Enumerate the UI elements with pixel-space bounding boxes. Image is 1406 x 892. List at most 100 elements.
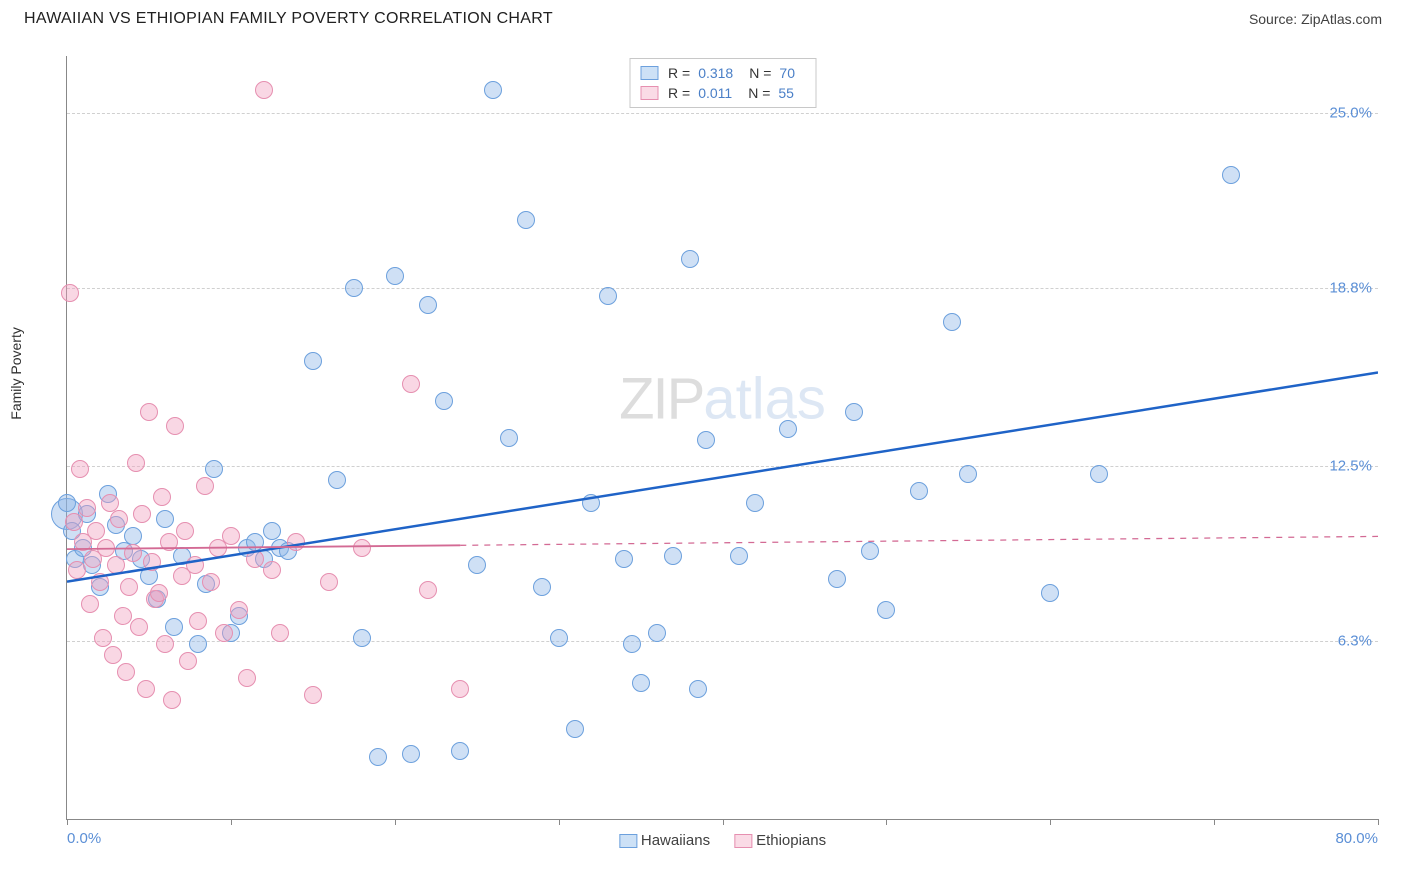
scatter-point xyxy=(435,392,453,410)
n-value: 55 xyxy=(778,85,794,101)
scatter-point xyxy=(959,465,977,483)
scatter-point xyxy=(419,581,437,599)
legend-label: Ethiopians xyxy=(756,832,826,849)
scatter-point xyxy=(1041,584,1059,602)
scatter-point xyxy=(689,680,707,698)
scatter-point xyxy=(166,417,184,435)
x-tick xyxy=(67,819,68,825)
scatter-point xyxy=(94,629,112,647)
y-tick-label: 12.5% xyxy=(1329,457,1372,474)
scatter-point xyxy=(91,573,109,591)
gridline xyxy=(67,641,1378,642)
scatter-point xyxy=(304,686,322,704)
scatter-point xyxy=(386,267,404,285)
scatter-point xyxy=(163,691,181,709)
scatter-point xyxy=(943,313,961,331)
scatter-point xyxy=(140,403,158,421)
scatter-point xyxy=(61,284,79,302)
legend-item: Ethiopians xyxy=(734,832,826,849)
scatter-point xyxy=(130,618,148,636)
scatter-point xyxy=(615,550,633,568)
scatter-point xyxy=(353,539,371,557)
scatter-point xyxy=(730,547,748,565)
scatter-point xyxy=(215,624,233,642)
scatter-point xyxy=(165,618,183,636)
scatter-point xyxy=(176,522,194,540)
scatter-point xyxy=(517,211,535,229)
legend-item: Hawaiians xyxy=(619,832,710,849)
scatter-point xyxy=(402,375,420,393)
scatter-point xyxy=(189,635,207,653)
x-tick xyxy=(1214,819,1215,825)
gridline xyxy=(67,466,1378,467)
scatter-point xyxy=(353,629,371,647)
scatter-point xyxy=(238,669,256,687)
r-value: 0.318 xyxy=(698,65,733,81)
watermark-part1: ZIP xyxy=(619,367,703,432)
scatter-point xyxy=(179,652,197,670)
scatter-point xyxy=(484,81,502,99)
scatter-point xyxy=(107,556,125,574)
scatter-point xyxy=(196,477,214,495)
legend-stats-row: R =0.318N =70 xyxy=(640,63,805,83)
scatter-point xyxy=(68,561,86,579)
x-tick xyxy=(559,819,560,825)
scatter-point xyxy=(263,522,281,540)
x-tick xyxy=(1378,819,1379,825)
scatter-point xyxy=(451,680,469,698)
scatter-point xyxy=(202,573,220,591)
scatter-point xyxy=(697,431,715,449)
scatter-point xyxy=(500,429,518,447)
scatter-point xyxy=(263,561,281,579)
scatter-point xyxy=(623,635,641,653)
scatter-point xyxy=(468,556,486,574)
scatter-point xyxy=(328,471,346,489)
chart-title: HAWAIIAN VS ETHIOPIAN FAMILY POVERTY COR… xyxy=(24,10,553,28)
scatter-point xyxy=(104,646,122,664)
x-tick xyxy=(395,819,396,825)
scatter-point xyxy=(124,527,142,545)
scatter-point xyxy=(271,624,289,642)
n-value: 70 xyxy=(779,65,795,81)
scatter-point xyxy=(133,505,151,523)
scatter-point xyxy=(632,674,650,692)
chart-header: HAWAIIAN VS ETHIOPIAN FAMILY POVERTY COR… xyxy=(0,0,1406,34)
x-tick xyxy=(1050,819,1051,825)
y-tick-label: 18.8% xyxy=(1329,279,1372,296)
scatter-point xyxy=(877,601,895,619)
scatter-point xyxy=(246,550,264,568)
scatter-point xyxy=(648,624,666,642)
y-axis-label: Family Poverty xyxy=(8,327,24,420)
scatter-point xyxy=(78,499,96,517)
r-label: R = xyxy=(668,85,690,101)
scatter-point xyxy=(599,287,617,305)
chart-container: Family Poverty ZIPatlas R =0.318N =70R =… xyxy=(24,48,1382,868)
scatter-point xyxy=(117,663,135,681)
scatter-point xyxy=(153,488,171,506)
scatter-point xyxy=(582,494,600,512)
x-axis-end-label: 80.0% xyxy=(1335,830,1378,847)
legend-swatch xyxy=(640,86,658,100)
scatter-point xyxy=(533,578,551,596)
scatter-point xyxy=(681,250,699,268)
scatter-point xyxy=(451,742,469,760)
source-attribution: Source: ZipAtlas.com xyxy=(1249,11,1382,27)
scatter-point xyxy=(127,454,145,472)
scatter-point xyxy=(205,460,223,478)
scatter-point xyxy=(186,556,204,574)
scatter-point xyxy=(345,279,363,297)
scatter-point xyxy=(101,494,119,512)
n-label: N = xyxy=(749,65,771,81)
scatter-point xyxy=(87,522,105,540)
scatter-point xyxy=(255,81,273,99)
plot-area: ZIPatlas R =0.318N =70R =0.011N =55 0.0%… xyxy=(66,56,1378,820)
scatter-point xyxy=(910,482,928,500)
scatter-point xyxy=(550,629,568,647)
scatter-point xyxy=(566,720,584,738)
scatter-point xyxy=(189,612,207,630)
r-value: 0.011 xyxy=(698,85,732,101)
scatter-point xyxy=(97,539,115,557)
x-tick xyxy=(723,819,724,825)
scatter-point xyxy=(369,748,387,766)
scatter-point xyxy=(845,403,863,421)
